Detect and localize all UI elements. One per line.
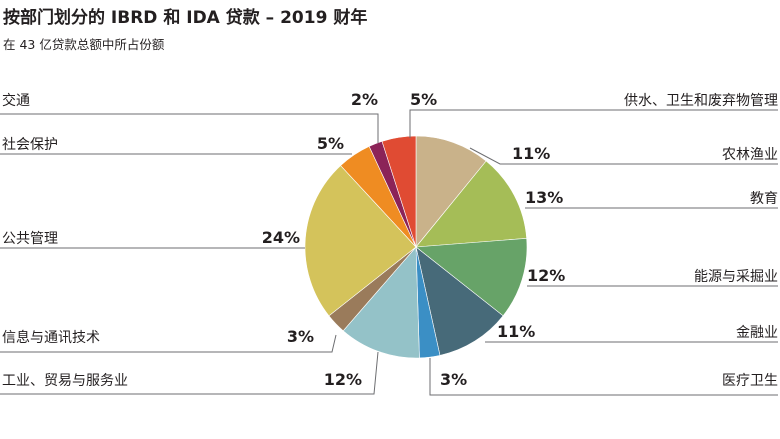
slice-category-label: 能源与采掘业 xyxy=(694,269,778,285)
slice-category-label: 信息与通讯技术 xyxy=(2,329,100,346)
slice-percent-label: 3% xyxy=(440,370,467,389)
slice-category-label: 医疗卫生 xyxy=(722,373,778,389)
pie-slice xyxy=(415,160,527,248)
pie-slices xyxy=(304,135,528,359)
leader-line xyxy=(0,113,379,143)
slice-percent-label: 11% xyxy=(497,322,535,341)
slice-category-label: 公共管理 xyxy=(2,231,58,247)
slice-category-label: 农林渔业 xyxy=(722,147,778,163)
slice-category-label: 供水、卫生和废弃物管理 xyxy=(624,93,778,109)
pie-slice xyxy=(381,135,417,248)
leader-line xyxy=(429,358,778,396)
slice-percent-label: 11% xyxy=(512,144,550,163)
slice-percent-label: 13% xyxy=(525,188,563,207)
leader-line xyxy=(0,351,379,395)
slice-percent-label: 5% xyxy=(317,134,344,153)
slice-percent-label: 12% xyxy=(324,370,362,389)
slice-category-label: 教育 xyxy=(750,191,778,207)
chart-subtitle: 在 43 亿贷款总额中所占份额 xyxy=(3,37,165,52)
slice-percent-label: 12% xyxy=(527,266,565,285)
slice-percent-label: 24% xyxy=(262,228,300,247)
slice-category-label: 社会保护 xyxy=(2,137,58,153)
slice-category-label: 金融业 xyxy=(736,325,778,341)
slice-category-label: 交通 xyxy=(2,92,30,109)
pie-slice xyxy=(342,246,420,359)
leader-line xyxy=(409,109,778,138)
slice-percent-label: 2% xyxy=(351,90,378,109)
slice-category-label: 工业、贸易与服务业 xyxy=(2,373,128,389)
slice-labels: 农林渔业 11% 教育 13% 能源与采掘业 12% 金融业 11% 医疗卫生 3% 工业、贸易与服… xyxy=(2,90,778,389)
slice-percent-label: 5% xyxy=(410,90,437,109)
leader-lines xyxy=(0,109,778,396)
pie-slice xyxy=(415,246,504,356)
leader-line xyxy=(0,334,337,353)
pie-slice xyxy=(415,135,487,248)
leader-line xyxy=(469,147,778,165)
slice-percent-label: 3% xyxy=(287,327,314,346)
pie-slice xyxy=(415,238,528,317)
chart-title: 按部门划分的 IBRD 和 IDA 贷款 – 2019 财年 xyxy=(3,8,368,28)
pie-slice xyxy=(304,165,417,317)
